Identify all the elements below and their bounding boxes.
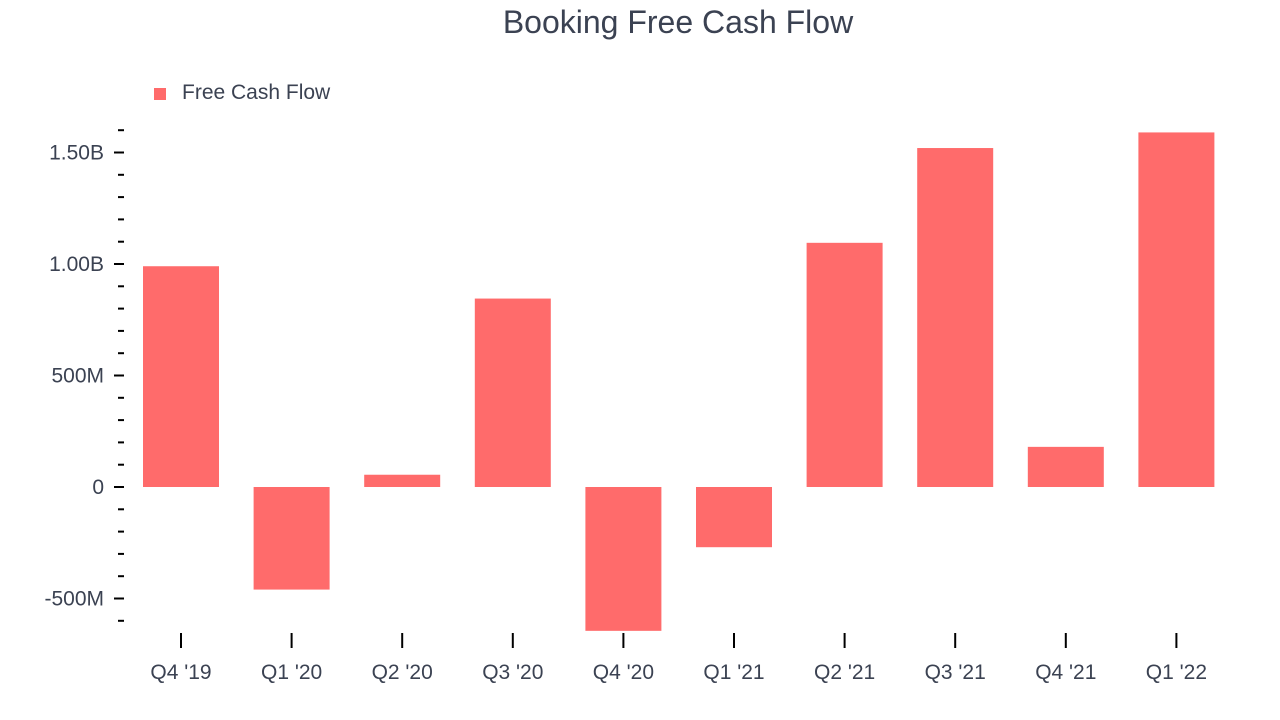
chart-title: Booking Free Cash Flow xyxy=(503,4,854,40)
legend-swatch xyxy=(154,88,166,100)
bar xyxy=(1138,132,1215,487)
y-tick-label: 1.50B xyxy=(49,142,104,165)
x-tick-label: Q4 '19 xyxy=(150,661,211,684)
y-tick-label: 0 xyxy=(92,476,104,499)
bar xyxy=(474,298,551,487)
x-tick-label: Q2 '20 xyxy=(372,661,433,684)
x-tick-label: Q3 '20 xyxy=(482,661,543,684)
bar xyxy=(696,487,772,548)
x-tick-label: Q2 '21 xyxy=(814,661,875,684)
bar xyxy=(143,266,219,487)
x-tick-label: Q1 '22 xyxy=(1146,661,1207,684)
x-tick-label: Q3 '21 xyxy=(925,661,986,684)
bar xyxy=(917,148,994,488)
bar xyxy=(585,487,662,631)
bar xyxy=(806,242,883,487)
x-tick-label: Q1 '20 xyxy=(261,661,322,684)
y-tick-label: 500M xyxy=(51,365,104,388)
y-tick-label: 1.00B xyxy=(49,253,104,276)
bar xyxy=(253,487,330,590)
y-tick-label: -500M xyxy=(44,588,104,611)
bar xyxy=(1027,446,1104,487)
x-tick-label: Q1 '21 xyxy=(703,661,764,684)
x-axis: Q4 '19 Q1 '20 Q2 '20 Q3 '20 Q4 '20 Q1 '21 Q2 '… xyxy=(150,633,1207,684)
x-tick-label: Q4 '21 xyxy=(1035,661,1096,684)
legend: Free Cash Flow xyxy=(154,81,331,104)
bar xyxy=(364,474,441,487)
x-tick-label: Q4 '20 xyxy=(593,661,654,684)
y-axis: -500M 0 500M 1.00B 1.50B xyxy=(44,129,124,622)
bars xyxy=(143,132,1215,631)
legend-label: Free Cash Flow xyxy=(182,81,331,104)
